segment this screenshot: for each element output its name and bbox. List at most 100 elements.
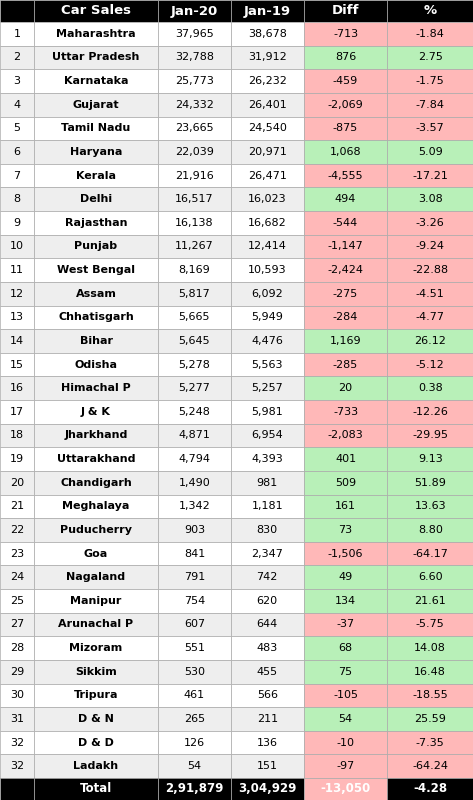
Text: Uttarakhand: Uttarakhand [57, 454, 135, 464]
Text: -285: -285 [333, 359, 358, 370]
Text: 54: 54 [187, 761, 201, 771]
Bar [387, 140, 473, 164]
Bar [0, 778, 34, 800]
Bar [304, 400, 387, 424]
Text: 22,039: 22,039 [175, 147, 214, 157]
Text: 25: 25 [10, 596, 24, 606]
Text: 265: 265 [184, 714, 205, 724]
Text: 27: 27 [10, 619, 24, 630]
Text: Delhi: Delhi [80, 194, 112, 204]
Bar [304, 329, 387, 353]
Bar [34, 542, 158, 566]
Text: -733: -733 [333, 407, 358, 417]
Text: 3.08: 3.08 [418, 194, 443, 204]
Bar [34, 494, 158, 518]
Text: 136: 136 [257, 738, 278, 747]
Bar [304, 187, 387, 211]
Text: 494: 494 [335, 194, 356, 204]
Text: 16: 16 [10, 383, 24, 393]
Text: 16.48: 16.48 [414, 666, 446, 677]
Bar [304, 282, 387, 306]
Bar [231, 22, 304, 46]
Bar [387, 518, 473, 542]
Text: 21,916: 21,916 [175, 170, 214, 181]
Bar [231, 353, 304, 376]
Text: 20: 20 [10, 478, 24, 488]
Text: 21.61: 21.61 [414, 596, 446, 606]
Bar [158, 730, 231, 754]
Bar [0, 447, 34, 471]
Bar [231, 46, 304, 70]
Text: -37: -37 [336, 619, 355, 630]
Text: 8.80: 8.80 [418, 525, 443, 535]
Text: 126: 126 [184, 738, 205, 747]
Bar [0, 589, 34, 613]
Bar [304, 613, 387, 636]
Text: 1,169: 1,169 [330, 336, 361, 346]
Bar [158, 471, 231, 494]
Bar [158, 70, 231, 93]
Text: 1,490: 1,490 [178, 478, 210, 488]
Text: -713: -713 [333, 29, 358, 39]
Bar [34, 566, 158, 589]
Text: 461: 461 [184, 690, 205, 700]
Bar [304, 46, 387, 70]
Text: 6,954: 6,954 [251, 430, 283, 441]
Bar [231, 93, 304, 117]
Bar [304, 22, 387, 46]
Bar [231, 211, 304, 234]
Text: 24: 24 [10, 572, 24, 582]
Text: 75: 75 [339, 666, 352, 677]
Bar [387, 424, 473, 447]
Text: 11: 11 [10, 265, 24, 275]
Bar [387, 164, 473, 187]
Text: -22.88: -22.88 [412, 265, 448, 275]
Text: 6: 6 [14, 147, 20, 157]
Bar [158, 306, 231, 329]
Bar [158, 707, 231, 730]
Text: -10: -10 [336, 738, 355, 747]
Text: 2,347: 2,347 [251, 549, 283, 558]
Text: 841: 841 [184, 549, 205, 558]
Bar [34, 140, 158, 164]
Text: 903: 903 [184, 525, 205, 535]
Bar [158, 754, 231, 778]
Text: 38,678: 38,678 [248, 29, 287, 39]
Text: Kerala: Kerala [76, 170, 116, 181]
Text: 5,248: 5,248 [178, 407, 210, 417]
Bar [231, 707, 304, 730]
Text: 830: 830 [257, 525, 278, 535]
Text: 16,138: 16,138 [175, 218, 214, 228]
Bar [34, 70, 158, 93]
Bar [304, 424, 387, 447]
Bar [231, 542, 304, 566]
Text: 25,773: 25,773 [175, 76, 214, 86]
Bar [0, 140, 34, 164]
Bar [387, 46, 473, 70]
Bar [0, 613, 34, 636]
Bar [158, 542, 231, 566]
Bar [0, 93, 34, 117]
Bar [0, 471, 34, 494]
Text: 13.63: 13.63 [414, 502, 446, 511]
Bar [387, 0, 473, 22]
Text: 26,401: 26,401 [248, 100, 287, 110]
Bar [158, 683, 231, 707]
Bar [158, 164, 231, 187]
Text: -29.95: -29.95 [412, 430, 448, 441]
Text: 1,342: 1,342 [178, 502, 210, 511]
Bar [158, 329, 231, 353]
Text: 0.38: 0.38 [418, 383, 443, 393]
Bar [158, 447, 231, 471]
Bar [387, 234, 473, 258]
Bar [387, 683, 473, 707]
Text: 742: 742 [256, 572, 278, 582]
Text: 5,645: 5,645 [179, 336, 210, 346]
Text: 20,971: 20,971 [248, 147, 287, 157]
Text: 22: 22 [10, 525, 24, 535]
Text: 530: 530 [184, 666, 205, 677]
Text: 566: 566 [257, 690, 278, 700]
Text: 644: 644 [257, 619, 278, 630]
Bar [34, 636, 158, 660]
Text: 5,278: 5,278 [178, 359, 210, 370]
